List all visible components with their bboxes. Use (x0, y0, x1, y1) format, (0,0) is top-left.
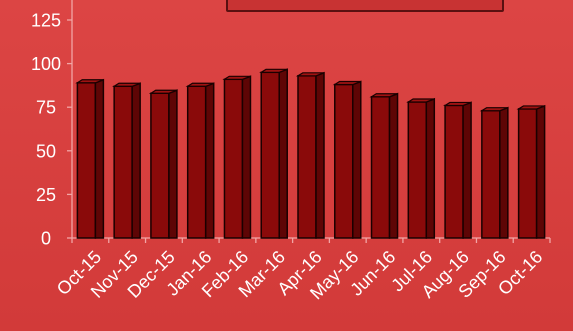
bar-top (259, 68, 288, 73)
bar-side (168, 89, 178, 239)
y-tick-label: 125 (31, 11, 61, 31)
bar-side (462, 101, 472, 239)
bar-side (352, 80, 362, 239)
bar-top (222, 75, 251, 80)
bar (185, 82, 215, 239)
bar-top (516, 105, 545, 110)
bar (516, 104, 546, 239)
y-tick-label: 25 (36, 185, 56, 205)
bar (148, 89, 178, 239)
bar-side (278, 68, 288, 239)
y-axis (67, 0, 73, 239)
bar-side (388, 92, 399, 239)
bar (222, 75, 252, 239)
bar-side (315, 71, 325, 239)
bars (75, 68, 546, 239)
bar-top (112, 82, 141, 87)
bar (259, 68, 288, 239)
bar-top (369, 93, 398, 98)
y-tick-label: 100 (31, 54, 61, 74)
bar-top (479, 107, 509, 112)
bar-top (442, 101, 472, 107)
bar-top (295, 72, 325, 77)
y-tick-label: 50 (36, 141, 56, 161)
bar-top (332, 80, 361, 86)
bar-front (150, 92, 170, 239)
bar-front (76, 82, 97, 239)
bar-side (425, 97, 436, 239)
bar-side (535, 104, 546, 239)
bar-top (406, 98, 435, 103)
bar-front (297, 75, 317, 239)
bar (332, 80, 362, 239)
bar (369, 92, 399, 239)
bar-front (223, 78, 244, 239)
bar-side (241, 75, 252, 239)
bar-front (186, 85, 207, 239)
bar-side (131, 82, 141, 239)
bar-front (113, 85, 133, 239)
bar (479, 106, 509, 239)
bar-top (148, 89, 178, 94)
bar-top (75, 79, 104, 84)
bar-side (204, 82, 215, 239)
chart-title-box (226, 0, 504, 12)
bar-front (481, 109, 501, 239)
bar (442, 101, 472, 239)
bar (75, 78, 105, 239)
bar-front (260, 71, 280, 239)
bar-top (185, 82, 214, 87)
bar-side (94, 78, 105, 239)
bar (112, 82, 141, 239)
bar-front (407, 101, 428, 239)
bar-front (370, 95, 391, 239)
bar-front (334, 83, 354, 239)
bar-front (517, 108, 538, 239)
bar (406, 97, 436, 239)
y-tick-label: 0 (41, 229, 51, 249)
bar-front (444, 104, 464, 239)
bar (295, 71, 325, 239)
y-tick-labels: 0 25 50 75 100 125 (31, 11, 61, 249)
bar-side (499, 106, 509, 239)
y-tick-label: 75 (36, 98, 56, 118)
